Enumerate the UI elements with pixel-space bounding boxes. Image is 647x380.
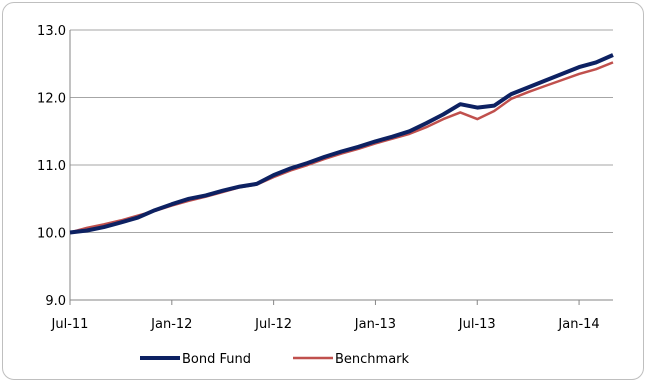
- y-tick-label: 12.0: [37, 92, 66, 107]
- line-chart: 9.0 10.0 11.0 12.0 13.0 Jul-11 Jan-12 Jul-12 Ja…: [37, 24, 614, 367]
- y-tick-label: 13.0: [37, 24, 66, 39]
- x-tick-label: Jan-12: [150, 317, 192, 332]
- y-tick-label: 10.0: [37, 227, 66, 242]
- y-tick-labels: 9.0 10.0 11.0 12.0 13.0: [37, 24, 66, 309]
- legend: Bond Fund Benchmark: [140, 352, 410, 367]
- x-tick-label: Jan-14: [557, 317, 599, 332]
- axes: [69, 30, 613, 305]
- x-tick-label: Jul-11: [51, 317, 89, 332]
- y-tick-label: 9.0: [45, 294, 66, 309]
- series-lines: [69, 53, 614, 235]
- legend-label: Benchmark: [335, 352, 410, 367]
- x-tick-label: Jul-13: [458, 317, 496, 332]
- series-line-bond-fund: [69, 53, 614, 235]
- x-tick-label: Jan-13: [354, 317, 396, 332]
- gridlines: [70, 29, 613, 233]
- x-tick-label: Jul-12: [254, 317, 292, 332]
- legend-label: Bond Fund: [182, 352, 251, 367]
- x-tick-labels: Jul-11 Jan-12 Jul-12 Jan-13 Jul-13 Jan-14: [51, 317, 600, 332]
- y-tick-label: 11.0: [37, 159, 66, 174]
